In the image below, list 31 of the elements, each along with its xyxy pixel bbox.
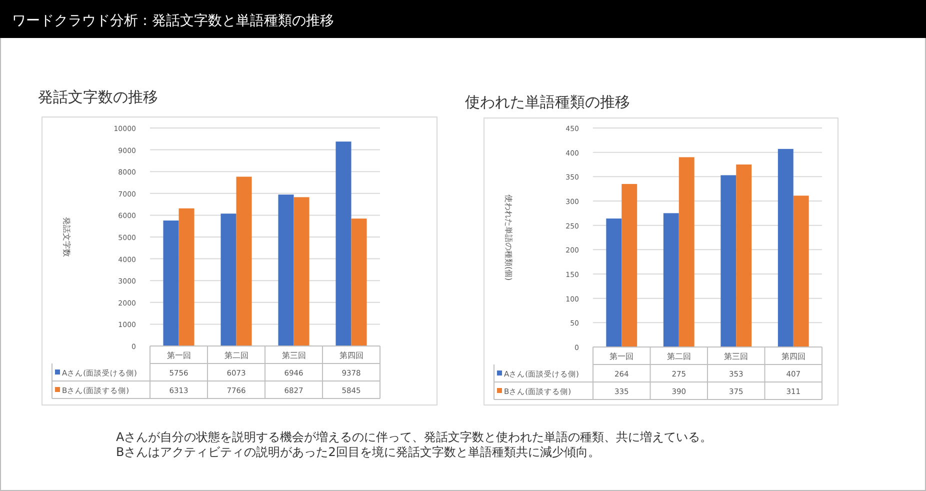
chart-title: 使われた単語種類の推移 bbox=[465, 93, 630, 111]
bar bbox=[778, 148, 794, 347]
bar bbox=[294, 197, 310, 346]
chart-title: 発話文字数の推移 bbox=[38, 88, 158, 106]
x-tick-label: 第一回 bbox=[610, 352, 634, 361]
y-axis-title: 発話文字数 bbox=[62, 217, 71, 257]
bar bbox=[678, 157, 694, 347]
bar bbox=[163, 220, 179, 346]
bar bbox=[720, 175, 736, 347]
bar bbox=[663, 213, 679, 347]
x-tick-label: 第三回 bbox=[724, 352, 748, 361]
bar bbox=[278, 194, 294, 346]
y-axis-title: 使われた単語の種類(個) bbox=[504, 194, 513, 281]
bar bbox=[793, 196, 809, 347]
text: ワードクラウド分析：発話文字数と単語種類の推移 bbox=[12, 13, 334, 29]
x-tick-label: 第一回 bbox=[166, 351, 191, 360]
text: Bさんはアクティビティの説明があった2回目を境に発話文字数と単語種類共に減少傾向。 bbox=[116, 445, 600, 459]
x-tick-label: 第二回 bbox=[666, 352, 691, 361]
bar bbox=[622, 184, 638, 347]
bar bbox=[336, 142, 352, 346]
bar bbox=[220, 214, 236, 346]
text: Aさんが自分の状態を説明する機会が増えるのに伴って、発話文字数と使われた単語の種類、共に増えている。 bbox=[116, 430, 712, 444]
bar bbox=[351, 218, 367, 346]
x-tick-label: 第三回 bbox=[282, 351, 306, 360]
bar bbox=[236, 176, 252, 346]
x-tick-label: 第四回 bbox=[339, 351, 364, 360]
bar bbox=[178, 208, 194, 346]
x-tick-label: 第二回 bbox=[224, 351, 248, 360]
bar bbox=[736, 164, 752, 347]
bar bbox=[606, 218, 622, 347]
x-tick-label: 第四回 bbox=[781, 352, 806, 361]
